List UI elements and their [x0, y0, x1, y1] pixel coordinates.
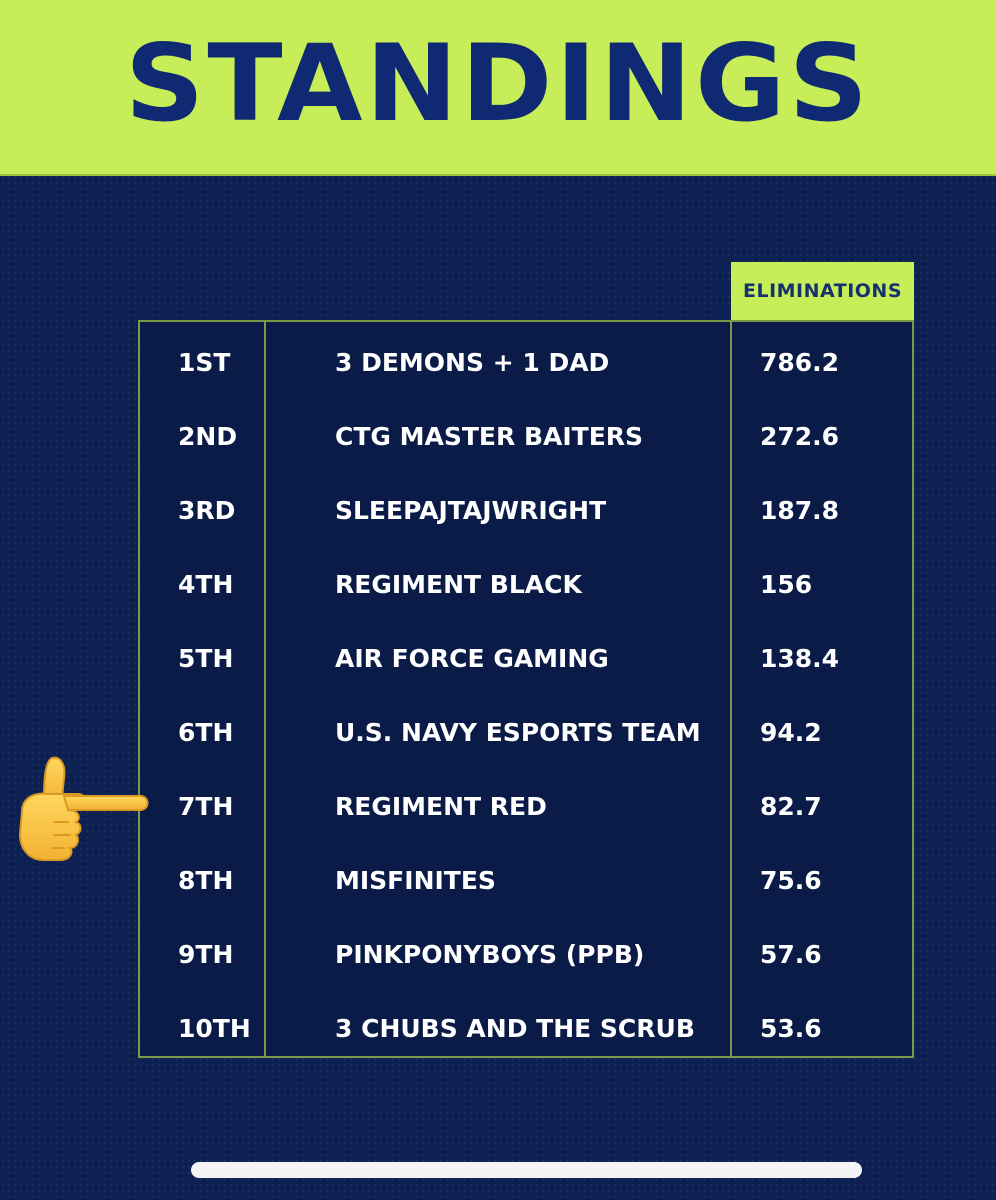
team-cell: MISFINITES — [335, 866, 496, 895]
rank-cell: 3RD — [178, 496, 236, 525]
eliminations-cell: 57.6 — [760, 940, 822, 969]
page-title: STANDINGS — [124, 22, 872, 145]
rank-cell: 4TH — [178, 570, 234, 599]
table-row: 8TH MISFINITES 75.6 — [140, 844, 912, 918]
rank-cell: 9TH — [178, 940, 234, 969]
table-row-highlighted: 7TH REGIMENT RED 82.7 — [140, 770, 912, 844]
eliminations-cell: 82.7 — [760, 792, 822, 821]
team-cell: AIR FORCE GAMING — [335, 644, 609, 673]
team-cell: PINKPONYBOYS (PPB) — [335, 940, 645, 969]
table-row: 1ST 3 DEMONS + 1 DAD 786.2 — [140, 326, 912, 400]
rank-cell: 6TH — [178, 718, 234, 747]
rank-cell: 8TH — [178, 866, 234, 895]
team-cell: REGIMENT RED — [335, 792, 547, 821]
rank-cell: 1ST — [178, 348, 231, 377]
table-row: 2ND CTG MASTER BAITERS 272.6 — [140, 400, 912, 474]
eliminations-cell: 272.6 — [760, 422, 840, 451]
rank-cell: 7TH — [178, 792, 234, 821]
eliminations-cell: 53.6 — [760, 1014, 822, 1043]
eliminations-cell: 187.8 — [760, 496, 840, 525]
table-row: 4TH REGIMENT BLACK 156 — [140, 548, 912, 622]
column-divider — [730, 322, 732, 1056]
eliminations-cell: 156 — [760, 570, 813, 599]
table-row: 9TH PINKPONYBOYS (PPB) 57.6 — [140, 918, 912, 992]
eliminations-cell: 138.4 — [760, 644, 840, 673]
table-row: 5TH AIR FORCE GAMING 138.4 — [140, 622, 912, 696]
title-banner: STANDINGS — [0, 0, 996, 176]
eliminations-cell: 94.2 — [760, 718, 822, 747]
table-row: 3RD SLEEPAJTAJWRIGHT 187.8 — [140, 474, 912, 548]
team-cell: REGIMENT BLACK — [335, 570, 582, 599]
rank-cell: 5TH — [178, 644, 234, 673]
home-indicator-bar[interactable] — [191, 1162, 862, 1178]
table-row: 6TH U.S. NAVY ESPORTS TEAM 94.2 — [140, 696, 912, 770]
column-divider — [264, 322, 266, 1056]
pointing-hand-emoji-icon — [18, 756, 149, 861]
standings-table: 1ST 3 DEMONS + 1 DAD 786.2 2ND CTG MASTE… — [138, 320, 914, 1058]
team-cell: 3 CHUBS AND THE SCRUB — [335, 1014, 695, 1043]
rank-cell: 2ND — [178, 422, 238, 451]
team-cell: U.S. NAVY ESPORTS TEAM — [335, 718, 701, 747]
eliminations-cell: 75.6 — [760, 866, 822, 895]
eliminations-column-header: ELIMINATIONS — [731, 262, 914, 320]
team-cell: SLEEPAJTAJWRIGHT — [335, 496, 607, 525]
team-cell: CTG MASTER BAITERS — [335, 422, 644, 451]
eliminations-cell: 786.2 — [760, 348, 840, 377]
table-row: 10TH 3 CHUBS AND THE SCRUB 53.6 — [140, 992, 912, 1066]
rank-cell: 10TH — [178, 1014, 251, 1043]
team-cell: 3 DEMONS + 1 DAD — [335, 348, 610, 377]
